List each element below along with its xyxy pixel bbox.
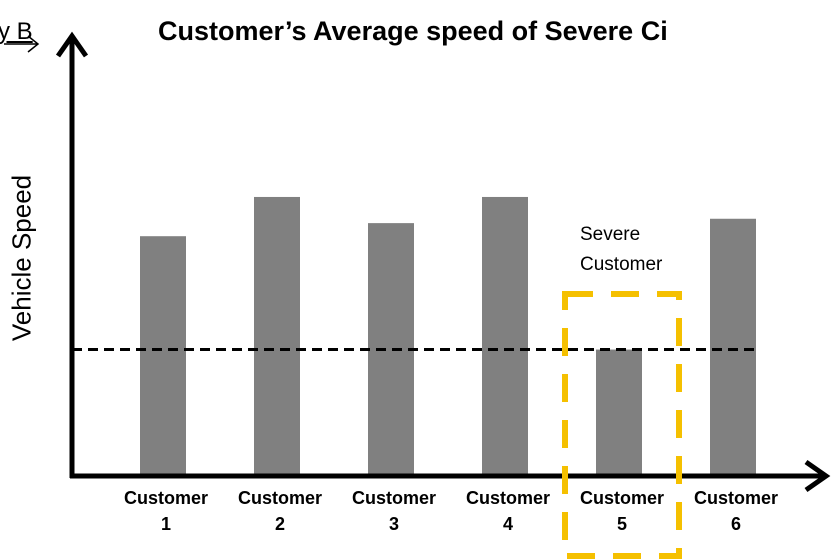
x-axis-arrow	[804, 459, 831, 493]
x-tick-label: Customer 6	[693, 488, 778, 534]
bar	[140, 236, 186, 476]
bar	[482, 196, 528, 476]
x-tick-label: Customer 5	[579, 488, 664, 534]
bar	[254, 196, 300, 476]
highlight-label: Severe Customer	[580, 224, 663, 275]
x-tick-label: Customer 3	[351, 488, 436, 534]
bar	[710, 218, 756, 476]
highlight-box	[562, 291, 682, 559]
corner-text: y B	[0, 18, 33, 45]
y-axis-label: Vehicle Speed	[6, 174, 37, 342]
chart-title: Customer’s Average speed of Severe Ci	[158, 16, 668, 46]
bar	[368, 223, 414, 476]
corner-arrow	[4, 35, 40, 53]
x-tick-label: Customer 1	[123, 488, 208, 534]
x-tick-label: Customer 2	[237, 488, 322, 534]
bar	[596, 349, 642, 476]
x-tick-label: Customer 4	[465, 488, 550, 534]
y-axis-arrow	[55, 31, 89, 58]
